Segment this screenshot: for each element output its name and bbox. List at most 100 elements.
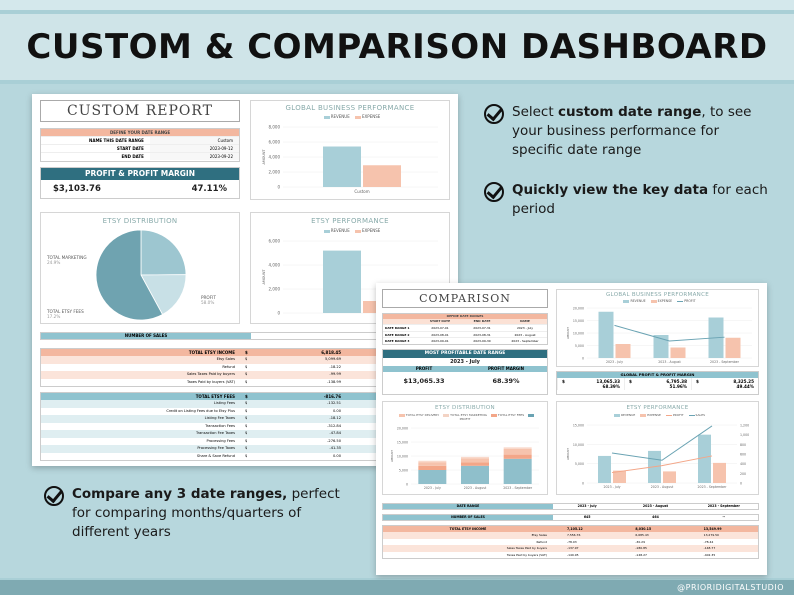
currency-symbol: $ bbox=[245, 350, 248, 355]
range-start: 2023-08-01 bbox=[431, 332, 449, 337]
income-total: 6,818.45 bbox=[321, 350, 341, 355]
legend-swatch bbox=[443, 413, 450, 417]
bar-revenue bbox=[653, 335, 669, 358]
gpm-profit: 6,795.38 bbox=[666, 379, 687, 384]
title-banner: CUSTOM & COMPARISON DASHBOARD bbox=[0, 14, 794, 80]
x-tick-label: 2023 - September bbox=[503, 486, 533, 490]
range-name-1: 2023 - July bbox=[577, 504, 597, 508]
profit-col: PROFIT bbox=[415, 366, 433, 371]
legend-profit: PROFIT bbox=[684, 299, 696, 303]
y-tick-label: 10,000 bbox=[573, 332, 584, 336]
chart-title: ETSY PERFORMANCE bbox=[626, 405, 689, 411]
pie-percent: 58.0% bbox=[201, 300, 214, 305]
table-row: Listing Fee Taxes $ -18.12 bbox=[41, 415, 449, 423]
row-value-3: -148.77 bbox=[703, 546, 716, 550]
bullet-text: Select custom date range, to see your bu… bbox=[512, 104, 752, 158]
gpm-currency: $ bbox=[562, 379, 565, 384]
row-value-2: -148.27 bbox=[635, 552, 647, 557]
fees-header-row: TOTAL ETSY FEES $ -816.76 bbox=[41, 393, 449, 400]
income-table: TOTAL ETSY INCOME $ 6,818.45 Etsy Sales $… bbox=[40, 348, 450, 387]
x-tick-label: 2023 - September bbox=[710, 360, 740, 364]
date-range-header: DEFINE YOUR DATE RANGE bbox=[41, 129, 239, 136]
bar-expense bbox=[615, 344, 631, 358]
comparison-gbp-chart: GLOBAL BUSINESS PERFORMANCE REVENUE EXPE… bbox=[556, 289, 759, 367]
row-currency: $ bbox=[245, 438, 248, 443]
row-value: 0.00 bbox=[332, 453, 341, 458]
stack-segment bbox=[418, 462, 447, 466]
comparison-gbp-svg: 20,000 15,000 10,000 5,000 0 AMOUNT 2023 - Jul… bbox=[566, 307, 752, 364]
date-ranges-rows: DATE RANGE 1 2023-07-01 2023-07-31 2023 - J… bbox=[383, 324, 547, 344]
profit-line bbox=[611, 455, 713, 474]
gpm-profit: 13,065.33 bbox=[596, 379, 620, 384]
table-row: Refund $ -18.22 bbox=[41, 363, 449, 371]
legend-swatch bbox=[490, 413, 497, 417]
gpm-currency: $ bbox=[696, 379, 699, 384]
chart-legend: REVENUE EXPENSE PROFIT bbox=[557, 299, 758, 303]
legend-expense: EXPENSE bbox=[647, 413, 661, 417]
legend-label: TOTAL ETSY DELIVERY bbox=[405, 413, 440, 417]
range-end: 2023-08-31 bbox=[473, 332, 491, 337]
date-row-value: 2023-09-12 bbox=[149, 145, 239, 152]
pie-slice bbox=[140, 274, 187, 316]
date-ranges-colheads: START DATE END DATE NAME bbox=[383, 319, 547, 324]
range-name-3: 2023 - September bbox=[707, 504, 740, 508]
y-tick-label: 4,000 bbox=[269, 263, 281, 268]
row-label: Transaction Fee Taxes bbox=[195, 431, 235, 435]
range-end: 2023-07-31 bbox=[473, 326, 491, 330]
row-label: Taxes Paid by buyers (VAT) bbox=[506, 552, 547, 557]
row-value-3: 13,279.50 bbox=[703, 533, 719, 537]
stack-segment bbox=[461, 462, 489, 466]
legend-swatch-revenue bbox=[623, 299, 630, 303]
y-axis-label: AMOUNT bbox=[390, 450, 394, 462]
stack-segment bbox=[503, 447, 532, 449]
y-tick-label: 8,000 bbox=[269, 125, 281, 130]
sales-value-3: -- bbox=[722, 515, 726, 519]
legend-expense: EXPENSE bbox=[362, 114, 381, 119]
y2-tick-label: 1,200 bbox=[740, 424, 749, 428]
stack-segment bbox=[418, 460, 447, 463]
margin-value: 47.11% bbox=[191, 184, 227, 194]
y-tick-label: 15,000 bbox=[573, 424, 584, 428]
pie-label: TOTAL MARKETING bbox=[46, 255, 87, 260]
comparison-ep-svg: 15,000 10,000 5,000 0 AMOUNT 1,200 1,000 800 600… bbox=[566, 424, 749, 490]
range-label: DATE RANGE 3 bbox=[385, 339, 410, 343]
row-value-1: 7,556.76 bbox=[567, 533, 581, 537]
table-row: Refund -78.03 -30.29 -78.44 bbox=[383, 538, 758, 545]
custom-report-title: CUSTOM REPORT bbox=[67, 103, 213, 119]
date-row-label: NAME THIS DATE RANGE bbox=[89, 138, 144, 143]
bar-expense bbox=[663, 471, 676, 483]
row-label: Credit on Listing Fees due to Etsy Plus bbox=[166, 408, 235, 413]
y-tick-label: 2,000 bbox=[269, 287, 281, 292]
legend-swatch-profit bbox=[677, 300, 684, 302]
comparison-title-box: COMPARISON bbox=[382, 289, 548, 308]
bar-revenue bbox=[598, 455, 611, 483]
pie-slice bbox=[95, 229, 164, 321]
date-row: NAME THIS DATE RANGE Custom bbox=[41, 136, 239, 144]
legend-swatch-profit bbox=[665, 414, 672, 416]
stack-segment bbox=[461, 456, 489, 459]
comparison-ep-chart: ETSY PERFORMANCE REVENUE EXPENSE PROFIT … bbox=[556, 401, 759, 495]
date-range-row: DATE RANGE 2 2023-08-01 2023-08-31 2023 - A… bbox=[383, 330, 547, 338]
y-axis-label: AMOUNT bbox=[566, 448, 570, 460]
range-start: 2023-09-01 bbox=[431, 339, 449, 343]
row-label: Sales Taxes Paid by buyers bbox=[506, 546, 547, 550]
chart-legend: REVENUE EXPENSE PROFIT SALES bbox=[557, 413, 758, 417]
y-tick-label: 0 bbox=[582, 357, 584, 361]
legend-revenue: REVENUE bbox=[630, 299, 646, 303]
legend-swatch-expense bbox=[355, 229, 362, 233]
row-value-2: -30.29 bbox=[635, 539, 645, 544]
row-value-2: 6,685.43 bbox=[635, 533, 649, 537]
row-currency: $ bbox=[245, 379, 248, 384]
profit-value: $3,103.76 bbox=[53, 184, 101, 194]
banner-title: CUSTOM & COMPARISON DASHBOARD bbox=[26, 27, 768, 67]
table-row: Processing Fee Taxes $ -41.35 bbox=[41, 445, 449, 453]
custom-gbp-svg: 8,000 6,000 4,000 2,000 0 AMOUNT Custom bbox=[262, 125, 438, 194]
date-range-row: DATE RANGE 3 2023-09-01 2023-09-30 2023 - S… bbox=[383, 337, 547, 344]
stack-segment bbox=[503, 449, 532, 455]
pie-slice bbox=[140, 229, 187, 276]
footer-credit: @PRIORIDIGITALSTUDIO bbox=[677, 583, 784, 592]
col-end: END DATE bbox=[473, 319, 491, 323]
legend-revenue: REVENUE bbox=[620, 413, 636, 417]
row-value: -99.99 bbox=[329, 372, 341, 376]
sales-label: NUMBER OF SALES bbox=[41, 333, 251, 339]
